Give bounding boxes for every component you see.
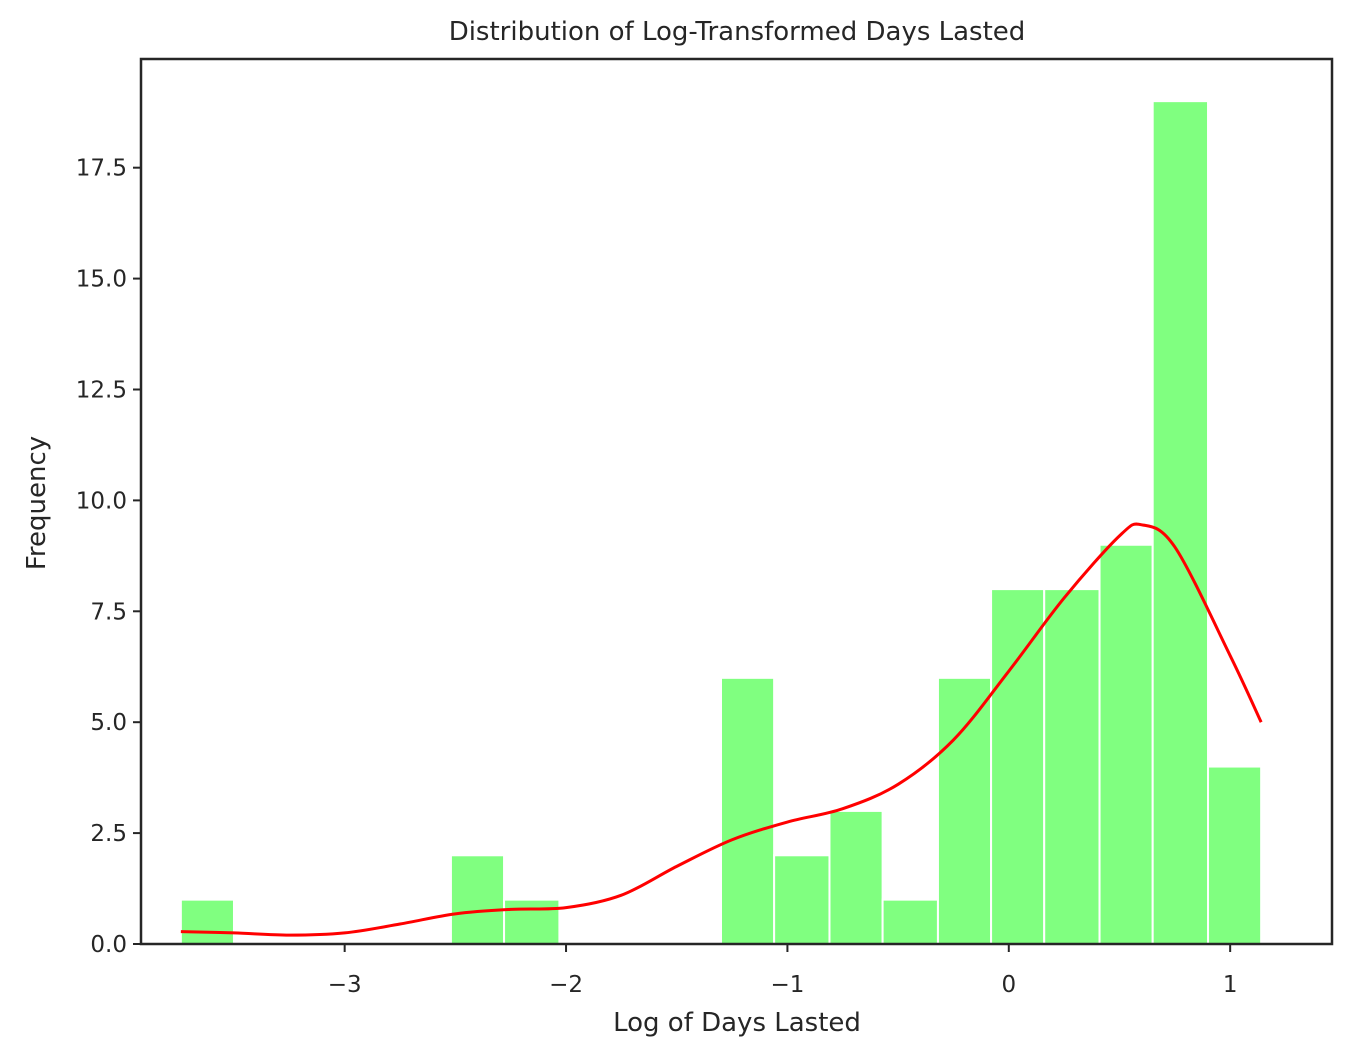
y-tick-label-2: 5.0 [90, 710, 127, 736]
x-tick-label-4: 1 [1223, 972, 1238, 998]
y-tick-label-4: 10.0 [76, 488, 127, 514]
histogram-bar-12 [828, 809, 884, 945]
x-tick-label-3: 0 [1001, 972, 1016, 998]
y-axis-ticks: 0.0 2.5 5.0 7.5 10.0 12.5 15.0 17.5 [76, 156, 141, 958]
histogram-bars [179, 100, 1263, 945]
histogram-bar-18 [1151, 100, 1210, 945]
x-axis-ticks: −3 −2 −1 0 1 [328, 944, 1238, 998]
histogram-bar-14 [936, 676, 993, 945]
plot-frame [139, 57, 1334, 946]
y-axis-label: Frequency [22, 436, 52, 570]
histogram-bar-5 [449, 854, 506, 945]
histogram-bar-11 [773, 854, 831, 945]
y-tick-label-3: 7.5 [90, 599, 127, 625]
histogram-bar-6 [503, 898, 561, 945]
histogram-bar-0 [179, 898, 235, 945]
histogram-bar-13 [881, 898, 939, 945]
chart-title: Distribution of Log-Transformed Days Las… [449, 17, 1026, 47]
histogram-bar-17 [1098, 543, 1154, 945]
x-tick-label-1: −2 [549, 972, 583, 998]
x-tick-label-2: −1 [770, 972, 804, 998]
y-tick-label-5: 12.5 [76, 377, 127, 403]
histogram-bar-16 [1043, 588, 1101, 945]
x-axis-label: Log of Days Lasted [613, 1008, 861, 1038]
y-tick-label-6: 15.0 [76, 267, 127, 293]
x-tick-label-0: −3 [328, 972, 362, 998]
y-tick-label-0: 0.0 [90, 932, 127, 958]
histogram-bar-15 [990, 588, 1046, 945]
kde-curve [180, 522, 1263, 937]
histogram-bar-19 [1207, 765, 1263, 945]
y-tick-label-1: 2.5 [90, 821, 127, 847]
y-tick-label-7: 17.5 [76, 156, 127, 182]
histogram-bar-10 [720, 676, 776, 945]
